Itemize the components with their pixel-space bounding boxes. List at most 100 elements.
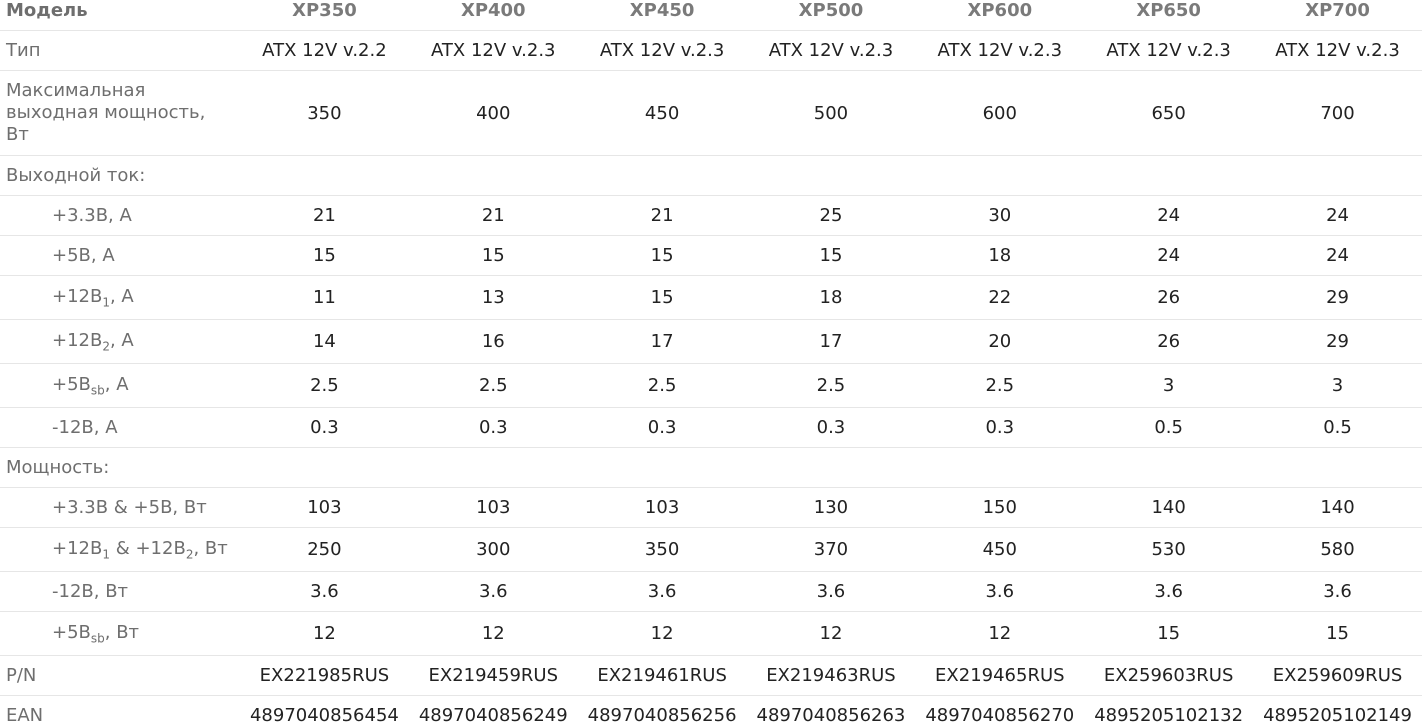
label-text: , А — [104, 373, 129, 395]
cell: 3.6 — [1084, 571, 1254, 612]
cell: 15 — [240, 235, 409, 276]
cell: 17 — [746, 319, 916, 364]
label-subscript: 1 — [102, 547, 110, 562]
row-label: Максимальная выходная мощность, Вт — [0, 70, 240, 156]
cell: 4895205102149 — [1253, 695, 1422, 722]
cell: 0.5 — [1253, 407, 1422, 448]
cell: 0.3 — [915, 407, 1085, 448]
cell: 3.6 — [408, 571, 578, 612]
label-text: , Вт — [104, 621, 140, 643]
label-text: +12В — [52, 285, 103, 307]
spec-row: +12В1 & +12В2, Вт 250 300 350 370 450 530 580 — [0, 527, 1422, 572]
cell: 600 — [915, 70, 1085, 156]
label-text: , А — [109, 329, 134, 351]
cell: 16 — [408, 319, 578, 364]
label-text: Максимальная выходная мощность, Вт — [6, 80, 206, 145]
row-label: -12В, А — [0, 407, 240, 448]
cell: 700 — [1253, 70, 1422, 156]
cell: EX259603RUS — [1084, 655, 1254, 696]
cell: 12 — [746, 611, 916, 656]
cell: 2.5 — [240, 363, 409, 408]
cell: 2.5 — [408, 363, 578, 408]
label-text: +5В — [52, 621, 91, 643]
cell: 103 — [577, 487, 747, 528]
cell: 15 — [577, 275, 747, 320]
cell: 450 — [577, 70, 747, 156]
cell: ATX 12V v.2.3 — [915, 30, 1085, 71]
cell: 12 — [240, 611, 409, 656]
row-label: +5Вsb, А — [0, 363, 240, 408]
cell: 0.5 — [1084, 407, 1254, 448]
model-name: XP450 — [577, 0, 747, 31]
row-label: Тип — [0, 30, 240, 71]
model-name: XP350 — [240, 0, 409, 31]
section-title: Выходной ток: — [0, 155, 1422, 196]
section-row: Мощность: — [0, 447, 1422, 488]
cell: EX259609RUS — [1253, 655, 1422, 696]
cell: 15 — [408, 235, 578, 276]
cell: 29 — [1253, 319, 1422, 364]
cell: 11 — [240, 275, 409, 320]
cell: 2.5 — [577, 363, 747, 408]
label-subscript: 2 — [185, 547, 194, 562]
cell: 12 — [577, 611, 747, 656]
cell: 580 — [1253, 527, 1422, 572]
cell: 130 — [746, 487, 916, 528]
cell: 24 — [1253, 235, 1422, 276]
label-text: , Вт — [193, 537, 228, 559]
section-row: Выходной ток: — [0, 155, 1422, 196]
cell: 2.5 — [915, 363, 1085, 408]
cell: 15 — [577, 235, 747, 276]
spec-row: +5В, А 15 15 15 15 18 24 24 — [0, 235, 1422, 276]
cell: 26 — [1084, 319, 1254, 364]
cell: EX219465RUS — [915, 655, 1085, 696]
label-text: +3.3В, А — [52, 205, 132, 226]
row-label: +3.3В & +5В, Вт — [0, 487, 240, 528]
label-text: +5В, А — [52, 245, 115, 266]
cell: 250 — [240, 527, 409, 572]
row-label: P/N — [0, 655, 240, 696]
label-text: +12В — [52, 537, 103, 559]
cell: EX219463RUS — [746, 655, 916, 696]
cell: ATX 12V v.2.3 — [408, 30, 578, 71]
cell: 2.5 — [746, 363, 916, 408]
cell: 140 — [1084, 487, 1254, 528]
cell: 26 — [1084, 275, 1254, 320]
row-label: +12В1 & +12В2, Вт — [0, 527, 240, 572]
cell: 20 — [915, 319, 1085, 364]
cell: 3.6 — [746, 571, 916, 612]
cell: 4897040856263 — [746, 695, 916, 722]
cell: 4897040856454 — [240, 695, 409, 722]
spec-row: +5Вsb, А 2.5 2.5 2.5 2.5 2.5 3 3 — [0, 363, 1422, 408]
cell: EX221985RUS — [240, 655, 409, 696]
spec-row: Максимальная выходная мощность, Вт 350 400… — [0, 70, 1422, 156]
cell: 22 — [915, 275, 1085, 320]
row-label: +5Вsb, Вт — [0, 611, 240, 656]
spec-row: +5Вsb, Вт 12 12 12 12 12 15 15 — [0, 611, 1422, 656]
cell: 450 — [915, 527, 1085, 572]
row-label: +12В2, А — [0, 319, 240, 364]
cell: 13 — [408, 275, 578, 320]
cell: 18 — [746, 275, 916, 320]
spec-row: P/N EX221985RUS EX219459RUS EX219461RUS EX21… — [0, 655, 1422, 696]
cell: 18 — [915, 235, 1085, 276]
spec-row: EAN 4897040856454 4897040856249 48970408562… — [0, 695, 1422, 722]
model-name: XP600 — [915, 0, 1085, 31]
label-text: +12В — [52, 329, 103, 351]
cell: 14 — [240, 319, 409, 364]
spec-row: +12В2, А 14 16 17 17 20 26 29 — [0, 319, 1422, 364]
label-text: Тип — [6, 40, 41, 61]
cell: 21 — [408, 195, 578, 236]
cell: ATX 12V v.2.3 — [746, 30, 916, 71]
label-text: +3.3В & +5В, Вт — [52, 497, 207, 518]
row-label: -12В, Вт — [0, 571, 240, 612]
cell: 400 — [408, 70, 578, 156]
label-subscript: 1 — [102, 295, 110, 310]
label-text: & +12В — [109, 537, 186, 559]
cell: 21 — [577, 195, 747, 236]
cell: 30 — [915, 195, 1085, 236]
cell: 4897040856256 — [577, 695, 747, 722]
cell: ATX 12V v.2.3 — [1253, 30, 1422, 71]
row-label: +3.3В, А — [0, 195, 240, 236]
